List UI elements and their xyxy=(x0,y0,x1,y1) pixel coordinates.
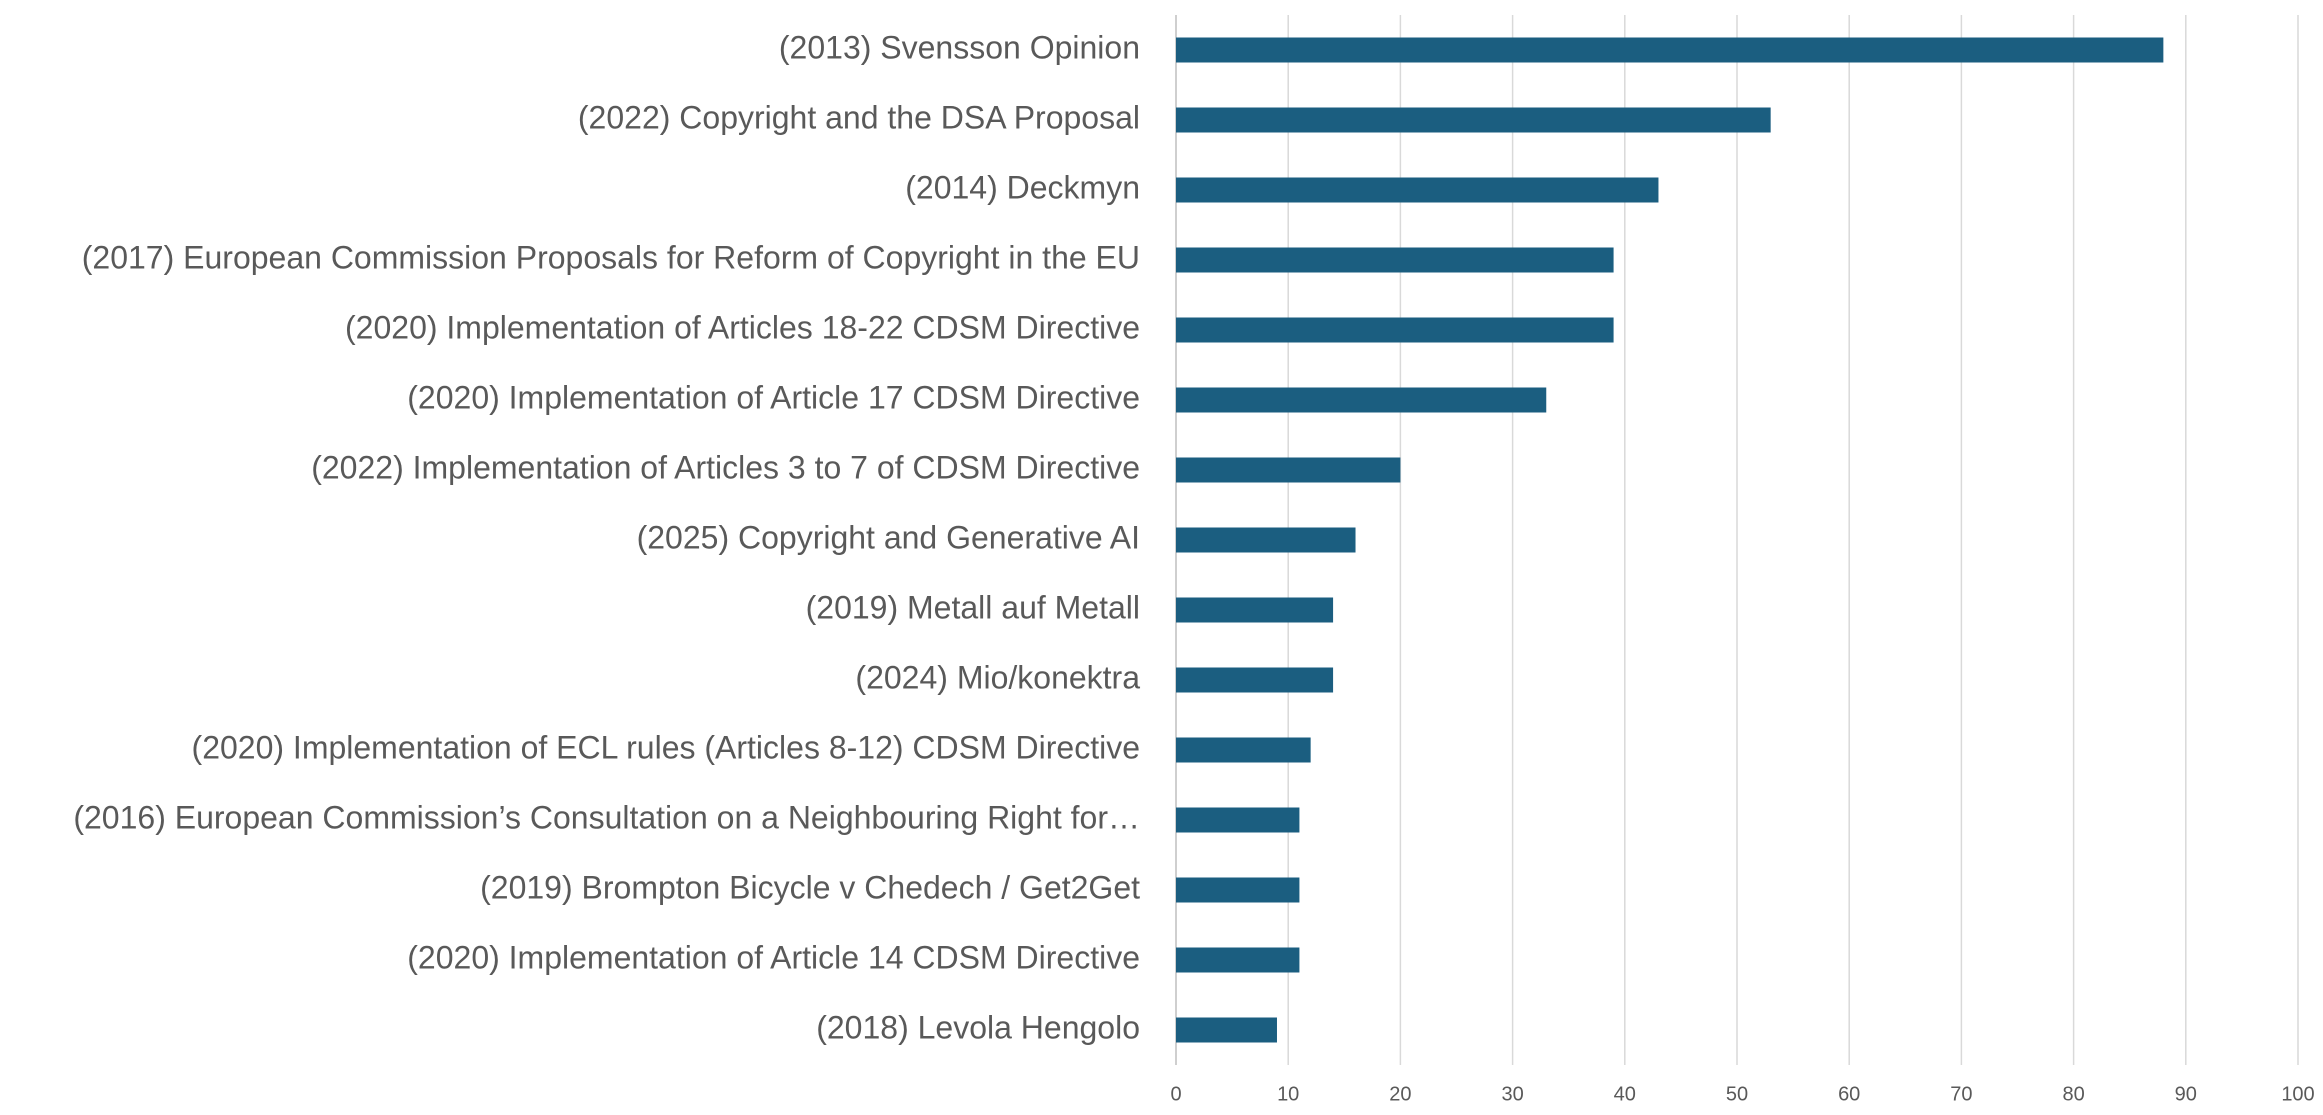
x-tick-label: 0 xyxy=(1170,1083,1181,1105)
bar xyxy=(1176,807,1300,833)
bar xyxy=(1176,1017,1277,1043)
bar xyxy=(1176,597,1334,623)
y-tick-label: (2022) Copyright and the DSA Proposal xyxy=(578,99,1140,135)
bar xyxy=(1176,107,1771,133)
bar xyxy=(1176,947,1300,973)
y-tick-label: (2019) Brompton Bicycle v Chedech / Get2… xyxy=(480,869,1140,905)
x-tick-label: 50 xyxy=(1726,1083,1748,1105)
x-tick-label: 40 xyxy=(1614,1083,1636,1105)
y-tick-label: (2016) European Commission’s Consultatio… xyxy=(73,799,1140,835)
bar xyxy=(1176,317,1614,343)
bar xyxy=(1176,457,1401,483)
y-tick-label: (2020) Implementation of ECL rules (Arti… xyxy=(192,729,1140,765)
y-tick-label: (2020) Implementation of Articles 18-22 … xyxy=(345,309,1140,345)
bar xyxy=(1176,737,1311,763)
bar xyxy=(1176,527,1356,553)
y-tick-label: (2022) Implementation of Articles 3 to 7… xyxy=(311,449,1140,485)
y-tick-label: (2014) Deckmyn xyxy=(905,169,1140,205)
y-tick-label: (2018) Levola Hengolo xyxy=(816,1009,1140,1045)
x-tick-label: 100 xyxy=(2281,1083,2314,1105)
x-tick-label: 30 xyxy=(1501,1083,1523,1105)
x-tick-label: 60 xyxy=(1838,1083,1860,1105)
x-tick-label: 10 xyxy=(1277,1083,1299,1105)
y-tick-label: (2020) Implementation of Article 14 CDSM… xyxy=(407,939,1140,975)
x-tick-label: 90 xyxy=(2175,1083,2197,1105)
y-tick-label: (2013) Svensson Opinion xyxy=(779,29,1140,65)
bar xyxy=(1176,177,1659,203)
x-tick-label: 80 xyxy=(2062,1083,2084,1105)
bar xyxy=(1176,387,1547,413)
bar xyxy=(1176,877,1300,903)
x-tick-label: 20 xyxy=(1389,1083,1411,1105)
bar xyxy=(1176,37,2164,63)
y-tick-label: (2020) Implementation of Article 17 CDSM… xyxy=(407,379,1140,415)
bar xyxy=(1176,247,1614,273)
x-tick-label: 70 xyxy=(1950,1083,1972,1105)
bar xyxy=(1176,667,1334,693)
y-tick-label: (2025) Copyright and Generative AI xyxy=(637,519,1140,555)
y-tick-label: (2017) European Commission Proposals for… xyxy=(82,239,1140,275)
y-tick-label: (2019) Metall auf Metall xyxy=(806,589,1140,625)
y-tick-label: (2024) Mio/konektra xyxy=(855,659,1140,695)
